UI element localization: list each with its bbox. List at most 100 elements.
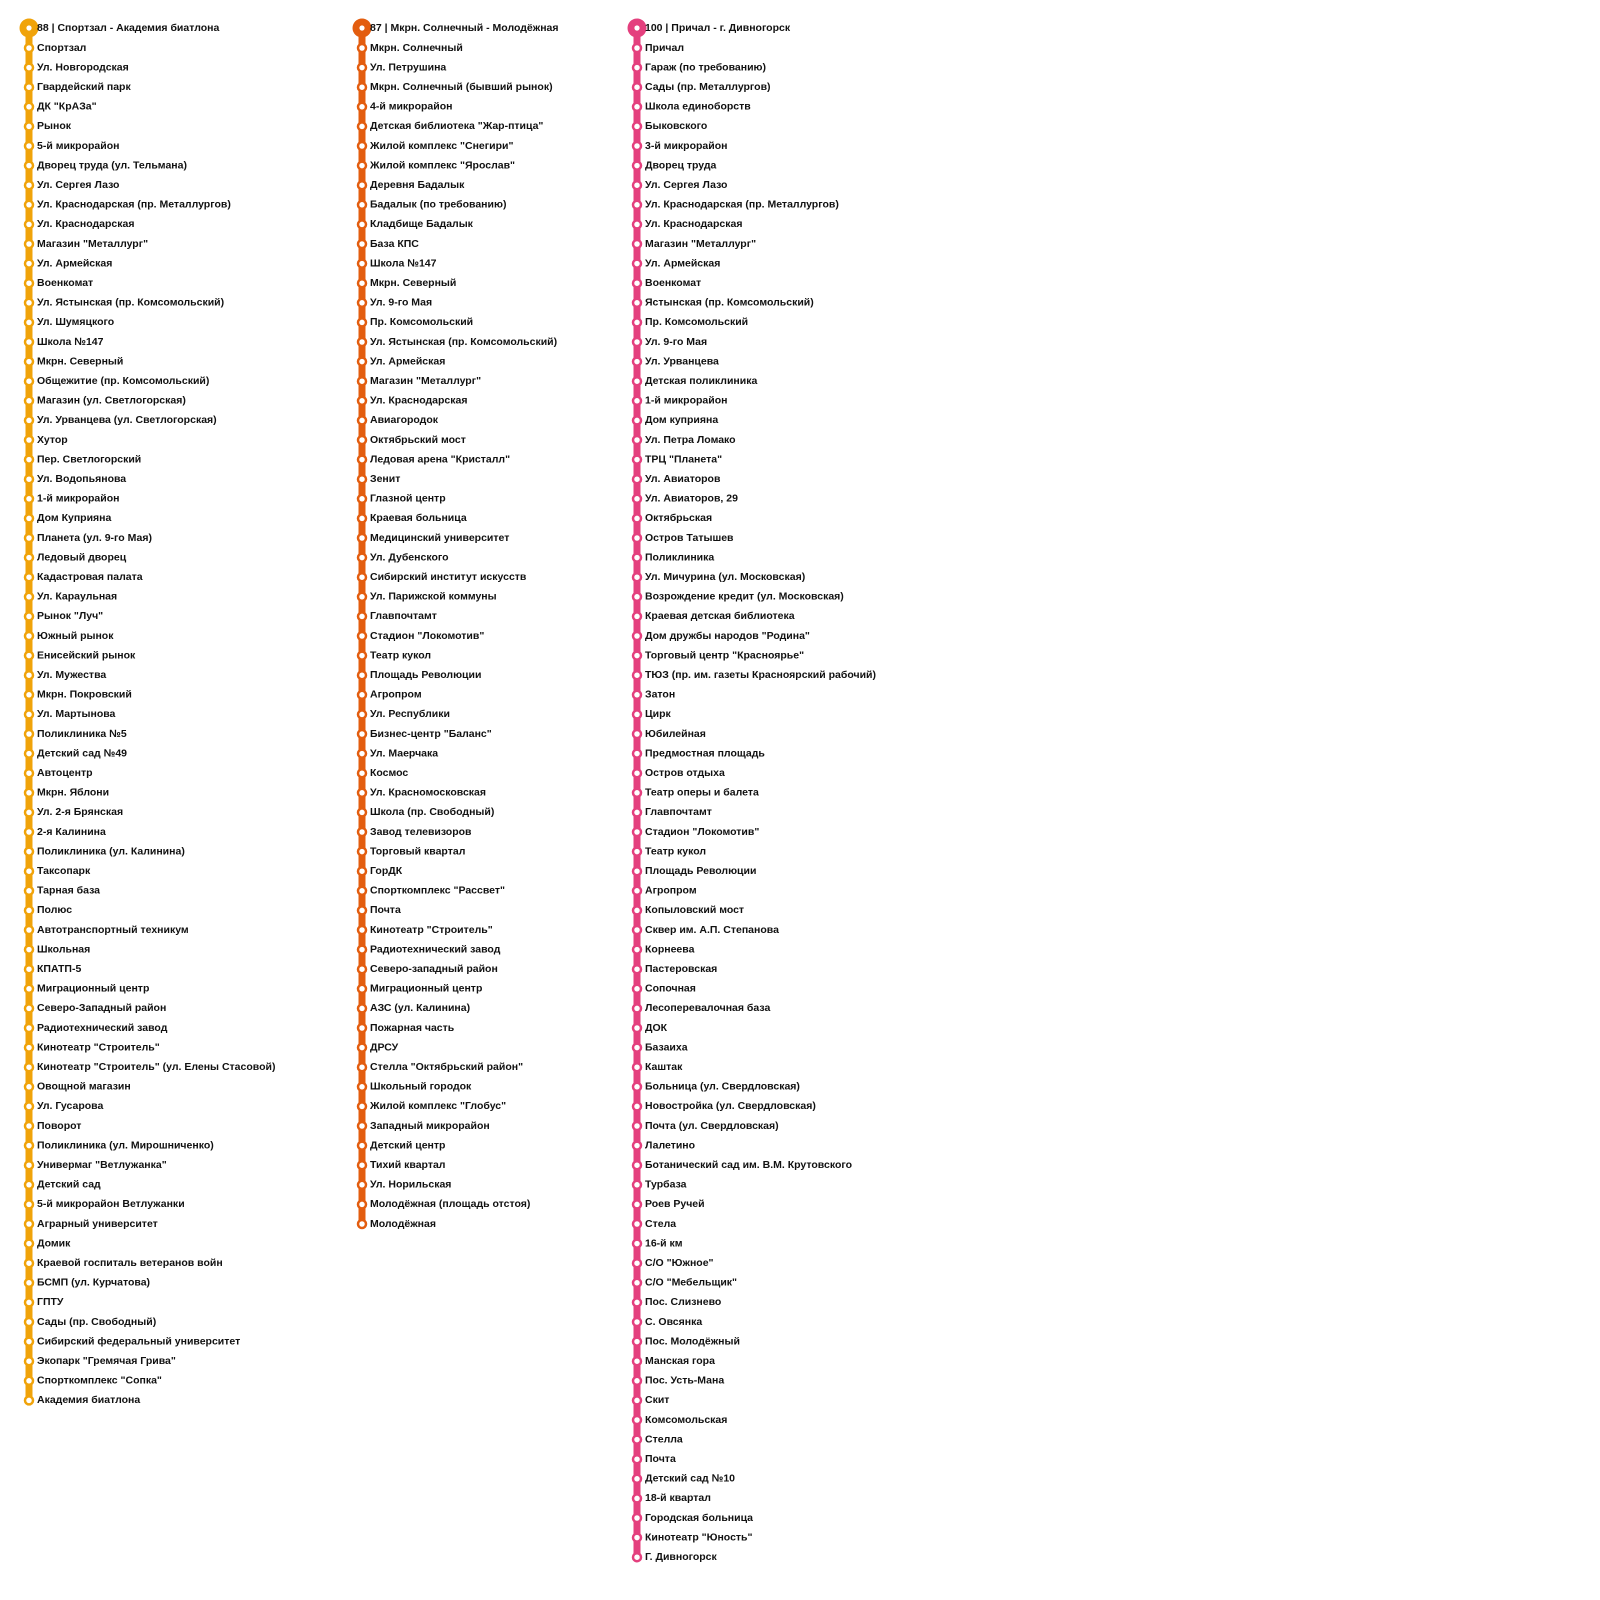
stop-name: Экопарк "Гремячая Грива" [37,1355,176,1367]
stop-marker [23,650,35,661]
stop-name: Ул. Сергея Лазо [37,179,119,191]
stop-marker [631,787,643,799]
stop-marker [631,454,643,465]
stop-name: Ул. Ястынская (пр. Комсомольский) [370,336,557,348]
stop-name: Сады (пр. Металлургов) [645,81,771,93]
stop-name: Ул. Сергея Лазо [645,179,727,191]
stop-marker [23,336,35,348]
stop-marker [356,1159,368,1171]
stop-marker [631,1453,643,1465]
stop-marker [23,219,35,230]
stop-marker [631,415,643,426]
stop-name: Ул. Армейская [37,257,112,269]
stop-name: Жилой комплекс "Ярослав" [369,159,515,171]
stop-marker [23,1061,35,1073]
stop-name: Детский сад №10 [645,1473,735,1485]
stop-marker [356,434,368,446]
stop-name: Стелла "Октябрьский район" [370,1061,523,1073]
stop-name: Дом куприяна [645,414,718,426]
stop-name: 5-й микрорайон Ветлужанки [37,1198,185,1210]
stop-name: Цирк [645,708,672,720]
stop-marker [631,611,643,622]
stop-marker [23,728,35,740]
route-badge-dot [26,25,32,31]
stop-marker [356,140,368,152]
stop-marker [631,81,643,93]
stop-name: Стадион "Локомотив" [370,630,484,642]
stop-name: Ул. Урванцева (ул. Светлогорская) [37,414,217,426]
stop-name: ДРСУ [370,1041,399,1053]
stop-name: Театр кукол [370,649,431,661]
stop-name: Таксопарк [37,865,91,877]
stop-marker [23,944,35,955]
stop-marker [23,121,35,132]
stop-name: Предмостная площадь [645,747,765,759]
stop-name: ДК "КрАЗа" [37,101,97,113]
stop-name: 18-й квартал [645,1492,711,1504]
stop-marker [631,375,643,387]
stop-name: Рынок "Луч" [37,610,103,622]
stop-marker [23,1297,35,1308]
stop-marker [23,1140,35,1151]
stop-name: Копыловский мост [645,904,744,916]
stop-marker [356,42,368,54]
stop-name: Ул. 2-я Брянская [37,806,123,818]
stop-name: Краевой госпиталь ветеранов войн [37,1257,223,1269]
stop-marker [23,277,35,289]
stop-name: Авиагородок [370,414,439,426]
stop-marker [23,375,35,387]
stop-marker [23,1081,35,1093]
stop-marker [631,865,643,877]
stop-marker [23,81,35,93]
stop-name: Мкрн. Солнечный [370,42,463,54]
stop-name: Мкрн. Северный [370,277,456,289]
stop-name: Поликлиника [645,551,714,563]
stop-marker [23,1022,35,1034]
stop-name: Ул. Красномосковская [370,787,486,799]
stop-marker [23,160,35,171]
stop-marker [23,748,35,759]
stop-marker [631,1120,643,1132]
stop-name: Ул. Маерчака [370,747,438,759]
stop-marker [356,473,368,485]
stop-name: Поликлиника (ул. Мирошниченко) [37,1139,214,1151]
stop-name: Турбаза [645,1179,687,1191]
stop-marker [631,767,643,779]
stop-name: С. Овсянка [645,1316,702,1328]
stop-marker [356,62,368,73]
stop-marker [23,238,35,250]
stop-marker [356,807,368,818]
stop-marker [356,532,368,544]
stop-name: Спорткомплекс "Сопка" [37,1375,162,1387]
stop-name: Академия биатлона [37,1394,140,1406]
stop-name: Агропром [645,885,697,897]
stop-name: Бизнес-центр "Баланс" [370,728,492,740]
stop-marker [23,1159,35,1171]
stop-name: Базаиха [645,1041,688,1053]
stop-marker [23,434,35,446]
stop-marker [631,591,643,603]
stop-name: Ул. Краснодарская (пр. Металлургов) [37,199,231,211]
stop-name: Ул. Мужества [37,669,106,681]
stop-name: 1-й микрорайон [37,493,119,505]
stop-name: Поворот [37,1120,81,1132]
stop-name: Жилой комплекс "Снегири" [369,140,513,152]
stop-marker [23,493,35,505]
stop-marker [631,1395,643,1406]
stop-name: Кадастровая палата [37,571,143,583]
stop-name: Остров отдыха [645,767,725,779]
stop-name: 16-й км [645,1237,683,1249]
stop-name: Детский сад [37,1179,101,1191]
stop-name: Причал [645,42,684,54]
stop-marker [631,826,643,838]
stop-marker [356,748,368,759]
stop-marker [23,905,35,916]
stop-name: Мкрн. Северный [37,355,123,367]
stop-marker [631,317,643,328]
stop-name: Почта [370,904,401,916]
stop-marker [356,571,368,583]
stop-marker [631,179,643,191]
stop-marker [631,258,643,269]
stop-name: Городская больница [645,1512,753,1524]
stop-name: Ледовая арена "Кристалл" [370,453,510,465]
